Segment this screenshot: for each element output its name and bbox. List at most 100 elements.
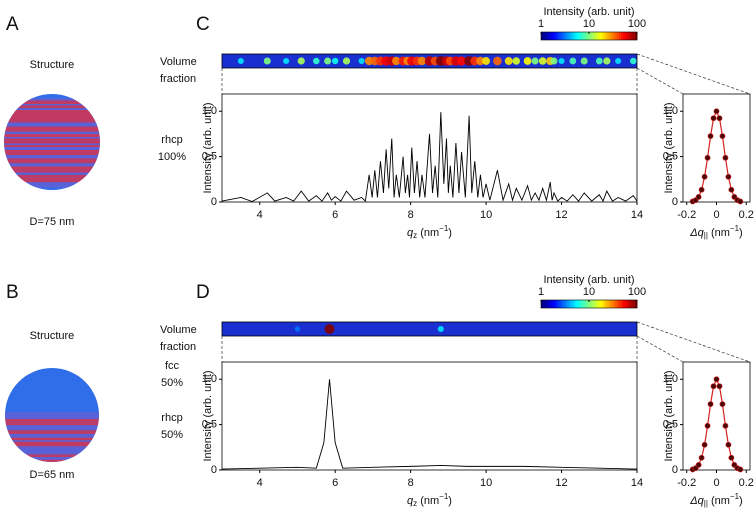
colorbar-slice: [559, 300, 562, 308]
x-axis-label: qz (nm−1): [407, 224, 452, 240]
data-point: [704, 154, 711, 161]
fraction-heading: Volume: [160, 324, 197, 336]
intensity-line: [221, 379, 638, 470]
colorbar-slice: [617, 32, 620, 40]
stacking-layer: [4, 110, 100, 113]
diameter-label: D=65 nm: [30, 469, 75, 481]
colorbar-slice: [593, 32, 596, 40]
stacking-layer: [4, 170, 100, 173]
colorbar-slice: [575, 300, 578, 308]
colorbar-slice: [553, 32, 556, 40]
colorbar-slice: [631, 300, 634, 308]
panel-letter: C: [196, 14, 210, 35]
diffraction-spot: [482, 57, 491, 65]
diffraction-spot: [313, 57, 320, 65]
diffraction-spot: [283, 57, 290, 65]
stacking-layer: [4, 158, 100, 160]
stacking-layer: [5, 431, 99, 434]
stacking-layer: [5, 446, 99, 450]
zoom-guide: [636, 321, 751, 363]
colorbar-slice: [543, 300, 546, 308]
x-axis-label-part: z: [413, 231, 417, 240]
x-tick-label: 0.2: [739, 209, 754, 221]
stacking-layer: [4, 134, 100, 138]
y-axis-label: Intensity (arb. unit): [202, 102, 214, 193]
fraction-heading: Volume: [160, 56, 197, 68]
phase-name: fcc: [165, 360, 180, 372]
colorbar-slice: [601, 300, 604, 308]
y-tick-label: 1.0: [202, 373, 217, 385]
stacking-layer: [4, 166, 100, 171]
panel-letter: D: [196, 282, 210, 303]
colorbar-slice: [599, 300, 602, 308]
diameter-label: D=75 nm: [30, 216, 75, 228]
data-point: [701, 173, 708, 180]
colorbar-slice: [599, 32, 602, 40]
x-axis-label: Δq|| (nm−1): [689, 224, 742, 240]
x-axis-label-part: q: [407, 227, 414, 239]
diffraction-spot: [417, 56, 427, 66]
zoom-guide: [636, 335, 684, 363]
diffraction-spot: [550, 57, 558, 65]
y-tick-label: 1.0: [663, 105, 678, 117]
colorbar-slice: [581, 32, 584, 40]
diffraction-spot: [595, 57, 603, 65]
stacking-layer: [5, 455, 99, 458]
panel-letter: A: [6, 14, 19, 35]
colorbar-slice: [569, 300, 572, 308]
diffraction-spot: [558, 57, 565, 65]
stacking-layer: [4, 122, 100, 127]
y-tick-label: 0.5: [663, 419, 678, 431]
stacking-layer: [4, 159, 100, 163]
colorbar-slice: [617, 300, 620, 308]
x-axis-label-part: ): [448, 495, 452, 507]
colorbar-slice: [585, 300, 588, 308]
colorbar-slice: [635, 32, 638, 40]
stacking-layer: [4, 115, 100, 119]
stacking-layer: [4, 100, 100, 102]
diffraction-spot: [297, 57, 305, 65]
detector-strip: [221, 321, 638, 337]
y-tick-label: 0.5: [202, 419, 217, 431]
diffraction-spot: [324, 324, 335, 334]
diffraction-spot: [358, 57, 365, 65]
colorbar-slice: [597, 32, 600, 40]
stacking-layer: [4, 140, 100, 144]
zoom-guide: [636, 67, 684, 95]
x-tick-label: 10: [480, 477, 492, 489]
diffraction-spot: [392, 56, 401, 66]
colorbar-slice: [565, 32, 568, 40]
data-point: [728, 186, 735, 193]
y-tick-label: 0: [211, 464, 217, 476]
x-axis-label-part: (nm: [417, 227, 439, 239]
colorbar-slice: [541, 300, 544, 308]
x-axis-label-part: (nm: [417, 495, 439, 507]
data-point: [725, 441, 732, 448]
fraction-heading: fraction: [160, 73, 196, 85]
colorbar-slice: [563, 300, 566, 308]
data-point: [716, 383, 723, 390]
x-axis-label-part: −1: [730, 224, 740, 233]
colorbar-slice: [581, 300, 584, 308]
stacking-layer: [4, 172, 100, 175]
stacking-layer: [5, 423, 99, 426]
colorbar-title: Intensity (arb. unit): [543, 274, 634, 286]
colorbar-slice: [553, 300, 556, 308]
stacking-layer: [4, 182, 100, 185]
stacking-layer: [5, 441, 99, 446]
x-tick-label: 10: [480, 209, 492, 221]
colorbar-slice: [597, 300, 600, 308]
colorbar-slice: [611, 32, 614, 40]
colorbar-slice: [633, 32, 636, 40]
x-tick-label: 14: [631, 209, 643, 221]
stacking-layer: [4, 126, 100, 128]
data-point: [737, 466, 744, 473]
colorbar-slice: [591, 32, 594, 40]
colorbar-slice: [629, 300, 632, 308]
colorbar-title: Intensity (arb. unit): [543, 6, 634, 18]
colorbar-slice: [633, 300, 636, 308]
colorbar-tick-label: 100: [628, 18, 646, 30]
colorbar-slice: [559, 32, 562, 40]
colorbar-slice: [589, 32, 592, 40]
